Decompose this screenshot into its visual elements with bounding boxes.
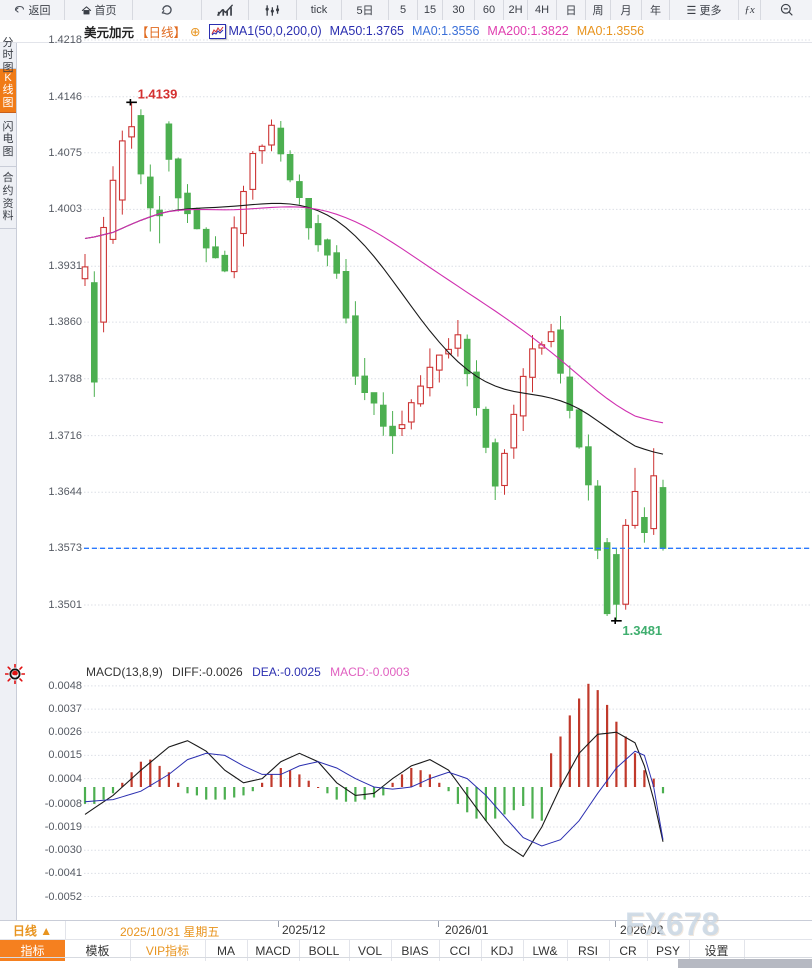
svg-text:1.4139: 1.4139: [138, 86, 178, 101]
svg-text:1.3481: 1.3481: [622, 623, 662, 638]
